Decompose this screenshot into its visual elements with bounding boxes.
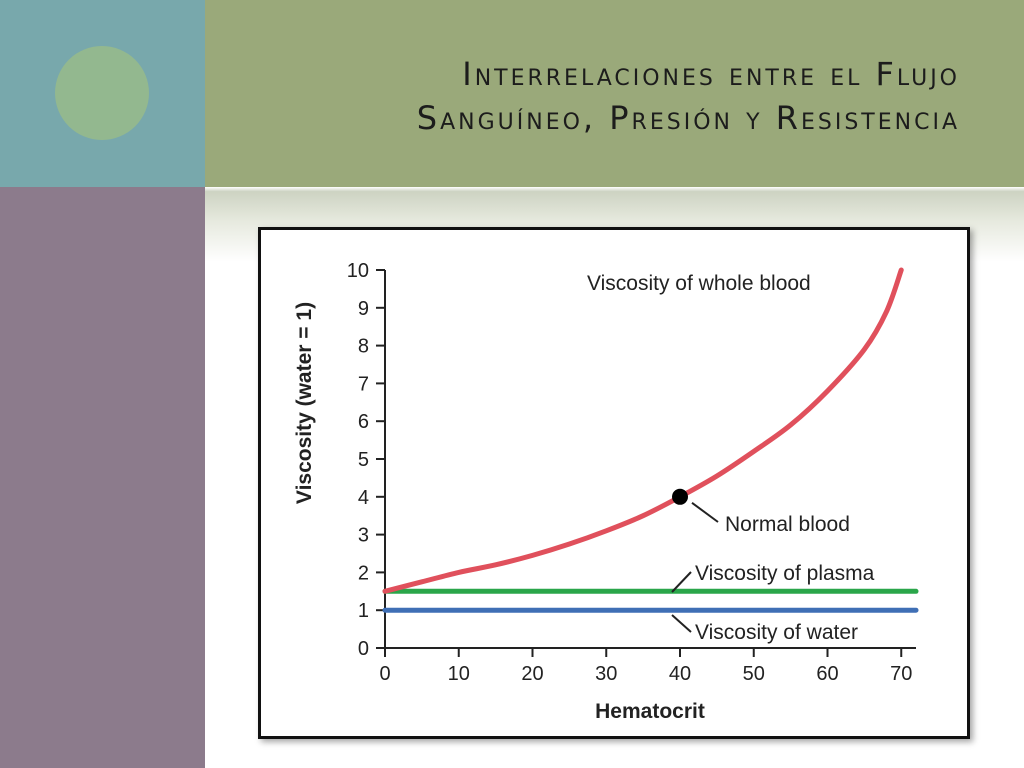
y-tick-label: 5 bbox=[358, 449, 369, 471]
x-tick-label: 40 bbox=[669, 663, 691, 685]
x-axis-label: Hematocrit bbox=[595, 700, 705, 723]
x-tick-label: 20 bbox=[521, 663, 543, 685]
axes-layer: 0 1 2 3 4 5 6 7 8 9 10 0 10 20 30 40 50 60 70 bbox=[347, 260, 916, 685]
title-band bbox=[205, 0, 1024, 187]
slide-title: Interrelaciones entre el Flujo Sanguíneo… bbox=[240, 52, 960, 140]
slide-title-line-1: Interrelaciones entre el Flujo bbox=[462, 55, 960, 93]
y-tick-label: 4 bbox=[358, 487, 369, 509]
annotation-plasma: Viscosity of plasma bbox=[695, 562, 875, 585]
leader-normal-blood bbox=[691, 501, 719, 523]
y-tick-label: 1 bbox=[358, 600, 369, 622]
annotation-normal-blood: Normal blood bbox=[725, 513, 850, 536]
teal-corner-block bbox=[0, 0, 205, 187]
leader-water bbox=[671, 614, 692, 633]
leader-plasma bbox=[671, 571, 692, 593]
slide-title-line-2: Sanguíneo, Presión y Resistencia bbox=[416, 99, 960, 137]
y-tick-label: 2 bbox=[358, 562, 369, 584]
x-tick-label: 60 bbox=[816, 663, 838, 685]
y-tick-label: 6 bbox=[358, 411, 369, 433]
x-tick-label: 30 bbox=[595, 663, 617, 685]
normal-blood-point bbox=[672, 488, 688, 505]
annotation-water: Viscosity of water bbox=[695, 621, 858, 644]
y-tick-label: 3 bbox=[358, 525, 369, 547]
decorative-circle bbox=[55, 46, 149, 140]
x-tick-label: 50 bbox=[743, 663, 765, 685]
purple-side-block bbox=[0, 187, 205, 768]
x-tick-label: 10 bbox=[448, 663, 470, 685]
y-tick-label: 8 bbox=[358, 336, 369, 358]
y-axis-label: Viscosity (water = 1) bbox=[293, 302, 316, 504]
y-tick-label: 9 bbox=[358, 298, 369, 320]
x-tick-label: 70 bbox=[890, 663, 912, 685]
y-tick-label: 7 bbox=[358, 373, 369, 395]
series-line-whole-blood bbox=[382, 267, 904, 594]
series-layer bbox=[382, 267, 919, 613]
annotation-whole-blood: Viscosity of whole blood bbox=[587, 272, 811, 295]
viscosity-chart: 0 1 2 3 4 5 6 7 8 9 10 0 10 20 30 40 50 60 70 Viscosity (w… bbox=[293, 260, 919, 723]
x-tick-label: 0 bbox=[379, 663, 390, 685]
y-tick-label: 10 bbox=[347, 260, 369, 282]
y-tick-label: 0 bbox=[358, 638, 369, 660]
chart-frame: 0 1 2 3 4 5 6 7 8 9 10 0 10 20 30 40 50 60 70 Viscosity (w… bbox=[258, 227, 970, 739]
annotation-layer bbox=[671, 501, 719, 633]
